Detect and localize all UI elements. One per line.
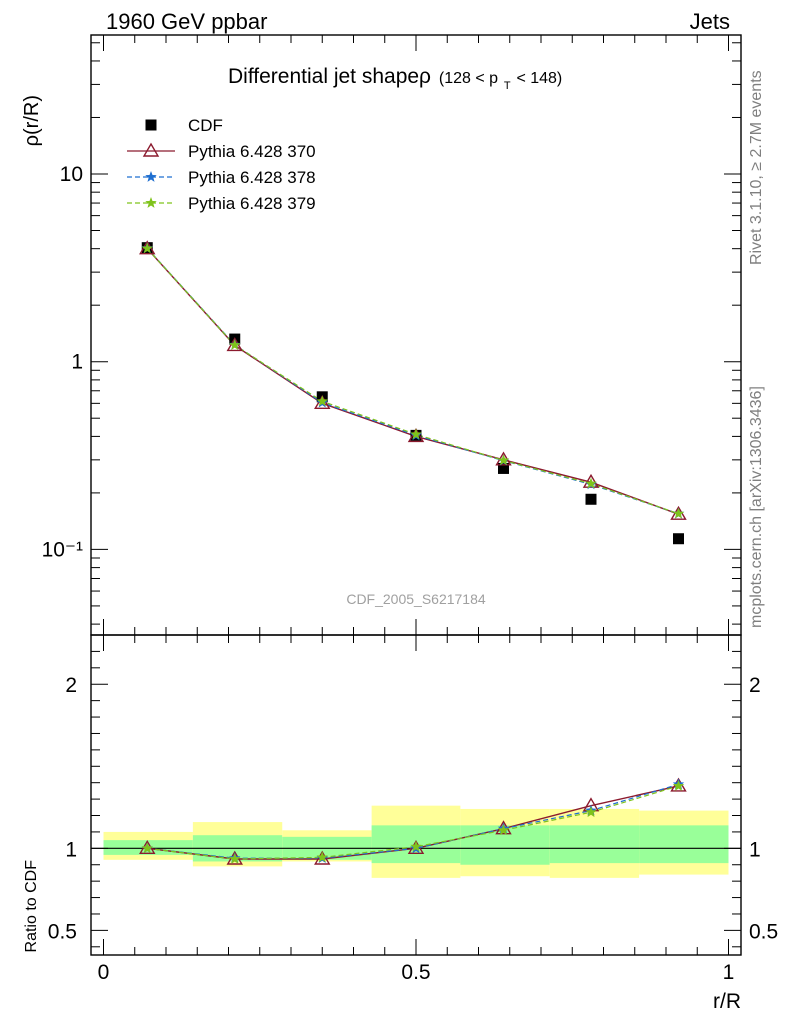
main-title-text: Differential jet shapeρ: [228, 65, 431, 88]
ratio-inner-band: [549, 825, 640, 864]
legend-label: Pythia 6.428 378: [188, 168, 316, 187]
ratio-y-tick-label-right: 0.5: [749, 920, 778, 943]
ratio-inner-band: [639, 825, 729, 864]
main-series-line: [146, 248, 679, 515]
main-data-point: [141, 242, 153, 254]
header-process: Jets: [690, 9, 730, 34]
legend-label: Pythia 6.428 370: [188, 142, 316, 161]
main-y-tick-label: 10: [60, 163, 83, 186]
ratio-y-tick-label-left: 2: [65, 674, 77, 697]
main-data-point: [498, 462, 509, 474]
ratio-data-point: [672, 779, 685, 791]
main-data-point: [673, 533, 684, 545]
ratio-data-point: [585, 806, 597, 818]
x-axis-label: r/R: [713, 990, 741, 1013]
main-data-point: [585, 477, 597, 489]
ratio-series-group: [139, 777, 687, 865]
ratio-data-point: [316, 851, 328, 863]
legend-marker: [145, 119, 157, 131]
legend-label: CDF: [188, 116, 223, 135]
main-title: Differential jet shapeρ (128 < p T < 148…: [228, 65, 562, 94]
ratio-data-point: [410, 840, 422, 852]
ratio-frame: [90, 634, 742, 956]
ratio-data-point: [229, 853, 241, 864]
main-y-tick-label: 1: [71, 351, 83, 374]
legend-label: Pythia 6.428 379: [188, 194, 316, 213]
main-data-point: [582, 473, 600, 488]
main-series-line: [146, 248, 679, 515]
x-tick-label: 0: [98, 961, 110, 984]
legend-marker: [145, 197, 157, 208]
rivet-version-label: Rivet 3.1.10, ≥ 2.7M events: [748, 70, 765, 265]
main-data-point: [585, 493, 597, 505]
legend-marker: [145, 171, 157, 182]
ratio-y-axis-label: Ratio to CDF: [23, 860, 40, 953]
ratio-y-tick-label-right: 1: [749, 838, 761, 861]
main-data-point: [410, 428, 422, 440]
ratio-data-point: [141, 842, 153, 854]
main-series-group: [139, 240, 687, 545]
x-tick-label: 1: [723, 961, 735, 984]
ratio-y-tick-label-left: 1: [65, 838, 77, 861]
x-tick-label: 0.5: [401, 961, 430, 984]
main-data-point: [229, 339, 241, 351]
ratio-y-tick-label-left: 0.5: [48, 920, 77, 943]
main-title-subscript: T: [504, 80, 511, 92]
main-y-axis-label: ρ(r/R): [21, 95, 43, 146]
main-title-range-end: < 148): [516, 70, 562, 87]
header-energy: 1960 GeV ppbar: [106, 9, 267, 34]
main-data-point: [672, 507, 685, 519]
mcplots-url-label: mcplots.cern.ch [arXiv:1306.3436]: [748, 386, 765, 628]
ratio-y-tick-label-right: 2: [749, 674, 761, 697]
main-title-range: (128 < p: [439, 70, 498, 87]
legend: CDF Pythia 6.428 370 Pythia 6.428 378 Pythi…: [127, 116, 316, 213]
main-axes: 10⁻¹ 1 10: [42, 34, 742, 636]
legend-marker: [142, 142, 160, 157]
main-data-point: [316, 395, 328, 407]
main-data-point: [407, 428, 425, 443]
main-y-tick-label: 10⁻¹: [42, 538, 83, 561]
ratio-data-point: [497, 824, 510, 836]
main-series-line: [146, 247, 679, 515]
ratio-axes: 0.5 0.5 1 1 2 2 0 0.5 1: [48, 634, 778, 984]
main-data-point: [497, 454, 510, 466]
analysis-watermark: CDF_2005_S6217184: [346, 591, 486, 607]
